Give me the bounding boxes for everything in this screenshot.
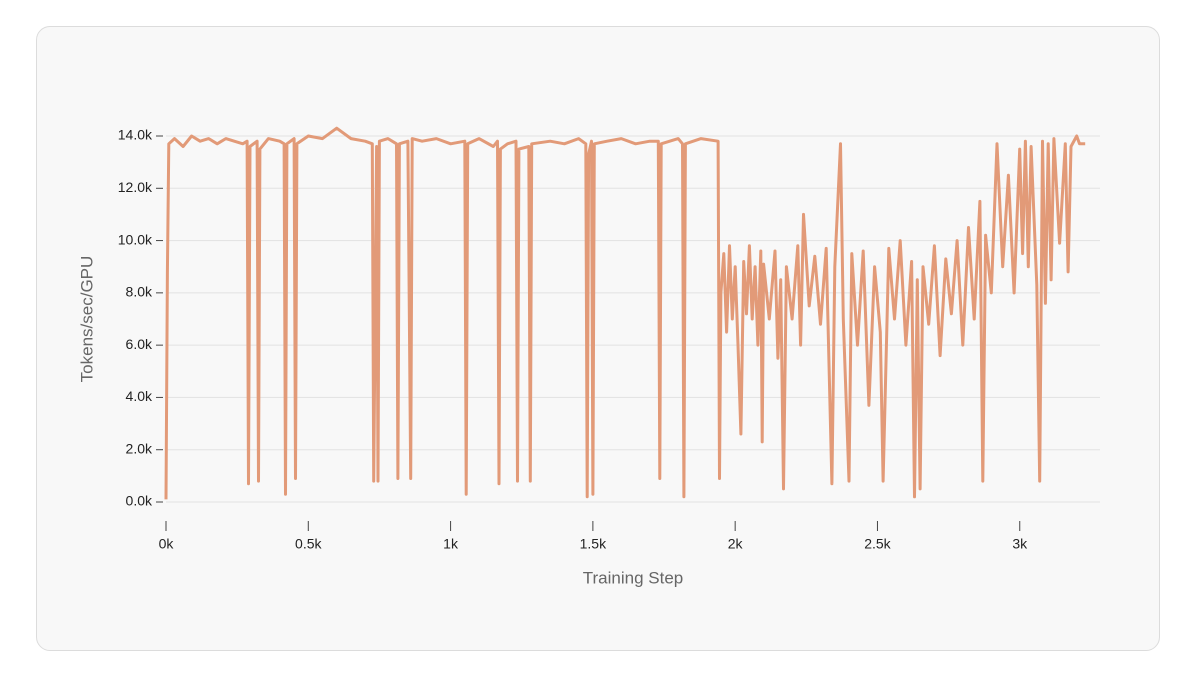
x-tick-label: 1.5k [580,536,607,552]
y-tick-label: 2.0k [126,440,153,456]
y-tick-label: 4.0k [126,388,153,404]
x-axis-label: Training Step [583,568,683,587]
x-tick-label: 2.5k [864,536,891,552]
chart-card [36,26,1160,651]
x-tick-label: 0k [159,536,175,552]
y-tick-label: 10.0k [118,231,153,247]
y-tick-label: 6.0k [126,336,153,352]
x-tick-label: 0.5k [295,536,322,552]
x-tick-label: 3k [1012,536,1028,552]
x-tick-label: 2k [728,536,744,552]
y-tick-label: 0.0k [126,493,153,509]
y-tick-label: 12.0k [118,179,153,195]
y-axis-label: Tokens/sec/GPU [77,256,96,383]
y-tick-label: 8.0k [126,284,153,300]
y-tick-label: 14.0k [118,127,153,143]
series-line [164,126,1086,500]
x-tick-label: 1k [443,536,459,552]
